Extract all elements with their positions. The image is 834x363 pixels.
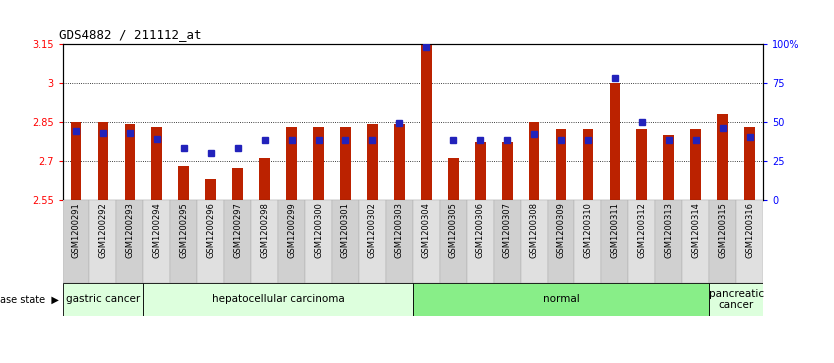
Bar (63, 283, 143, 316)
Bar (259, 158, 270, 200)
Text: GSM1200303: GSM1200303 (394, 202, 404, 258)
Text: GSM1200314: GSM1200314 (691, 202, 701, 258)
Bar (448, 158, 459, 200)
Bar (575, 200, 601, 283)
Text: GSM1200299: GSM1200299 (287, 202, 296, 258)
Bar (440, 200, 467, 283)
Text: hepatocellular carcinoma: hepatocellular carcinoma (212, 294, 344, 305)
Bar (736, 200, 763, 283)
Text: gastric cancer: gastric cancer (66, 294, 140, 305)
Text: GSM1200316: GSM1200316 (745, 202, 754, 258)
Text: GSM1200291: GSM1200291 (72, 202, 81, 258)
Bar (278, 200, 305, 283)
Text: GDS4882 / 211112_at: GDS4882 / 211112_at (59, 28, 202, 41)
Bar (628, 200, 656, 283)
Text: GSM1200297: GSM1200297 (234, 202, 242, 258)
Text: GSM1200293: GSM1200293 (125, 202, 134, 258)
Bar (359, 200, 386, 283)
Bar (555, 129, 566, 200)
Text: GSM1200315: GSM1200315 (718, 202, 727, 258)
Bar (663, 135, 674, 200)
Bar (63, 200, 89, 283)
Text: GSM1200313: GSM1200313 (665, 202, 673, 258)
Bar (691, 129, 701, 200)
Bar (494, 200, 520, 283)
Bar (467, 200, 494, 283)
Bar (413, 200, 440, 283)
Text: GSM1200312: GSM1200312 (637, 202, 646, 258)
Bar (709, 283, 763, 316)
Text: GSM1200307: GSM1200307 (503, 202, 511, 258)
Bar (709, 200, 736, 283)
Bar (744, 127, 755, 200)
Bar (71, 122, 82, 200)
Text: GSM1200310: GSM1200310 (584, 202, 592, 258)
Text: pancreatic
cancer: pancreatic cancer (709, 289, 764, 310)
Bar (475, 142, 485, 200)
Bar (286, 127, 297, 200)
Bar (583, 129, 593, 200)
Bar (233, 168, 243, 200)
Bar (682, 200, 709, 283)
Bar (502, 142, 513, 200)
Bar (178, 166, 189, 200)
Bar (152, 127, 163, 200)
Bar (548, 200, 575, 283)
Bar (143, 283, 413, 316)
Text: GSM1200311: GSM1200311 (610, 202, 620, 258)
Bar (529, 122, 540, 200)
Bar (413, 283, 709, 316)
Bar (205, 179, 216, 200)
Bar (224, 200, 251, 283)
Bar (520, 200, 548, 283)
Bar (98, 122, 108, 200)
Bar (421, 44, 432, 200)
Bar (656, 200, 682, 283)
Bar (717, 114, 728, 200)
Bar (332, 200, 359, 283)
Text: GSM1200302: GSM1200302 (368, 202, 377, 258)
Text: GSM1200305: GSM1200305 (449, 202, 458, 258)
Text: GSM1200309: GSM1200309 (556, 202, 565, 258)
Text: GSM1200298: GSM1200298 (260, 202, 269, 258)
Bar (251, 200, 278, 283)
Bar (143, 200, 170, 283)
Text: GSM1200295: GSM1200295 (179, 202, 188, 258)
Text: GSM1200300: GSM1200300 (314, 202, 323, 258)
Bar (367, 124, 378, 200)
Bar (313, 127, 324, 200)
Bar (601, 200, 628, 283)
Bar (636, 129, 647, 200)
Bar (386, 200, 413, 283)
Bar (394, 124, 404, 200)
Text: GSM1200304: GSM1200304 (422, 202, 431, 258)
Text: GSM1200308: GSM1200308 (530, 202, 539, 258)
Text: GSM1200294: GSM1200294 (153, 202, 161, 258)
Text: GSM1200301: GSM1200301 (341, 202, 350, 258)
Text: GSM1200296: GSM1200296 (206, 202, 215, 258)
Bar (305, 200, 332, 283)
Bar (124, 124, 135, 200)
Bar (610, 82, 620, 200)
Text: GSM1200306: GSM1200306 (475, 202, 485, 258)
Bar (170, 200, 198, 283)
Bar (89, 200, 117, 283)
Bar (117, 200, 143, 283)
Text: GSM1200292: GSM1200292 (98, 202, 108, 258)
Text: disease state  ▶: disease state ▶ (0, 294, 58, 305)
Text: normal: normal (543, 294, 580, 305)
Bar (340, 127, 351, 200)
Bar (198, 200, 224, 283)
